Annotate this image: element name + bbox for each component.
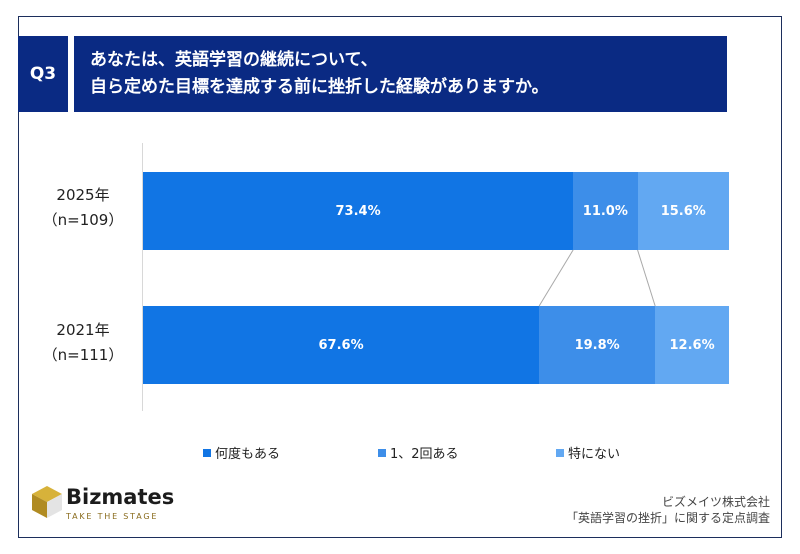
legend-item-none: 特にない <box>556 443 620 462</box>
legend-item-once-or-twice: 1、2回ある <box>378 443 459 462</box>
legend-swatch <box>556 448 564 457</box>
category-label-2021: 2021年 （n=111） <box>26 318 140 368</box>
category-sample-size: （n=111） <box>42 346 124 364</box>
data-label: 73.4% <box>335 203 381 219</box>
brand-tagline: TAKE THE STAGE <box>66 512 159 521</box>
data-label: 19.8% <box>574 337 620 353</box>
legend-swatch <box>203 448 211 457</box>
category-year: 2025年 <box>56 186 110 204</box>
bar-row-2021: 67.6% 19.8% 12.6% <box>143 306 729 384</box>
question-badge: Q3 <box>18 36 68 112</box>
bar-segment-2: 19.8% <box>539 306 656 384</box>
question-title: あなたは、英語学習の継続について、 自ら定めた目標を達成する前に挫折した経験があ… <box>74 36 727 112</box>
question-line-1: あなたは、英語学習の継続について、 <box>90 50 378 70</box>
data-label: 15.6% <box>660 203 706 219</box>
bar-segment-1: 67.6% <box>143 306 540 384</box>
category-axis-line <box>142 143 143 411</box>
category-sample-size: （n=109） <box>42 211 124 229</box>
brand-name: Bizmates <box>66 485 175 509</box>
bar-segment-1: 73.4% <box>143 172 574 250</box>
legend-label: 1、2回ある <box>390 447 459 462</box>
bar-segment-2: 11.0% <box>573 172 638 250</box>
legend-swatch <box>378 448 386 457</box>
chart-frame <box>18 16 782 538</box>
bar-segment-3: 12.6% <box>655 306 729 384</box>
data-label: 11.0% <box>582 203 628 219</box>
legend-label: 特にない <box>568 447 621 462</box>
question-line-2: 自ら定めた目標を達成する前に挫折した経験がありますか。 <box>90 77 549 97</box>
source-line-1: ビズメイツ株式会社 <box>661 495 770 509</box>
bar-row-2025: 73.4% 11.0% 15.6% <box>143 172 729 250</box>
bar-segment-3: 15.6% <box>637 172 729 250</box>
legend-item-frequent: 何度もある <box>203 443 280 462</box>
data-label: 67.6% <box>318 337 364 353</box>
bizmates-logo-icon <box>32 486 62 518</box>
source-credit: ビズメイツ株式会社 「英語学習の挫折」に関する定点調査 <box>566 494 770 526</box>
source-line-2: 「英語学習の挫折」に関する定点調査 <box>565 511 770 525</box>
legend-label: 何度もある <box>215 447 281 462</box>
data-label: 12.6% <box>669 337 715 353</box>
category-label-2025: 2025年 （n=109） <box>26 183 140 233</box>
category-year: 2021年 <box>56 321 110 339</box>
